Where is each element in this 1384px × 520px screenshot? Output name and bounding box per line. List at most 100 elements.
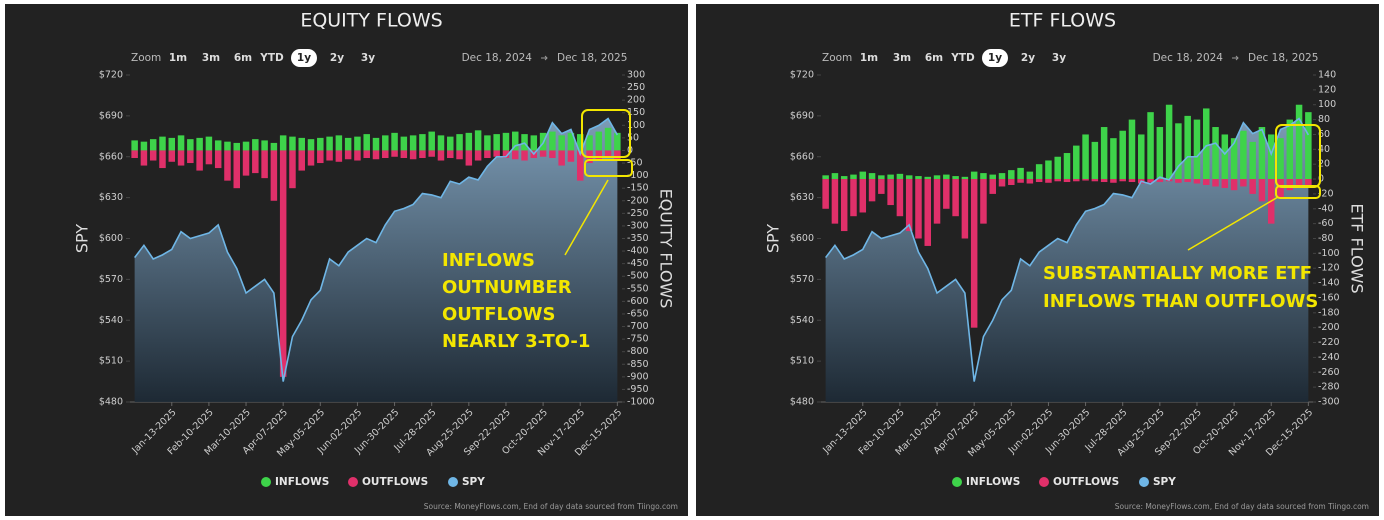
flow-bar [878, 179, 885, 194]
zoom-button[interactable]: 3y [361, 52, 375, 64]
flow-bar [1091, 141, 1099, 180]
date-end: Dec 18, 2025 [1248, 52, 1318, 64]
flow-bar [1286, 179, 1294, 191]
spy-line [134, 117, 619, 382]
flow-bar [831, 179, 839, 224]
zoom-button[interactable]: YTD [950, 52, 975, 64]
zoom-button[interactable]: 1y [988, 52, 1002, 64]
flow-bar [511, 150, 519, 160]
y-tick-label: $600 [790, 233, 814, 244]
etf-flows-panel: ETF FLOWS Zoom 1m 3m 6m YTD 1y 2y 3y Dec 18, 2024… [696, 4, 1379, 516]
flow-bar [1147, 112, 1154, 180]
flow-bar [1305, 179, 1312, 188]
y2-tick-label: 300 [627, 70, 645, 81]
flow-bar [214, 150, 222, 169]
flow-bar [952, 176, 959, 180]
zoom-button[interactable]: 3m [893, 52, 911, 64]
callout-line [1187, 196, 1279, 251]
zoom-button[interactable]: 3m [202, 52, 220, 64]
legend-label[interactable]: INFLOWS [275, 476, 329, 488]
flow-bar [233, 142, 241, 151]
flow-bar [614, 150, 621, 160]
flow-bar [1082, 179, 1089, 181]
y2-tick-label: -100 [1318, 248, 1340, 259]
flow-bar [558, 150, 565, 166]
flow-bar [604, 150, 612, 159]
legend-label[interactable]: SPY [462, 476, 485, 488]
flow-bar [1045, 160, 1052, 180]
flow-bar [344, 137, 352, 151]
zoom-button[interactable]: 1y [297, 52, 311, 64]
annotation-text: SUBSTANTIALLY MORE ETF [1043, 263, 1312, 284]
flow-bar [298, 150, 305, 171]
flow-bar [409, 135, 417, 151]
flow-bar [1035, 164, 1043, 180]
flow-bar [289, 136, 296, 151]
y2-tick-label: -300 [1318, 397, 1340, 408]
flow-bar [1193, 119, 1201, 180]
y2-tick-label: -150 [627, 183, 649, 194]
annotation-shapes [1187, 124, 1321, 251]
flow-bar [177, 135, 185, 151]
zoom-button[interactable]: 2y [330, 52, 344, 64]
flow-bar [474, 130, 482, 151]
flow-bar [326, 136, 333, 151]
flow-bar [159, 150, 166, 169]
flow-bar [177, 150, 185, 166]
flow-bar [391, 150, 398, 157]
flow-bar [989, 179, 996, 194]
y2-tick-label: -260 [1318, 367, 1340, 378]
flow-bar [205, 136, 213, 151]
date-end: Dec 18, 2025 [557, 52, 627, 64]
legend-swatch [448, 477, 458, 487]
annotation-shapes [564, 109, 633, 256]
flow-bar [1277, 179, 1284, 198]
flow-bar [1100, 179, 1108, 183]
flow-bar [1305, 112, 1312, 180]
flow-bar [400, 150, 408, 159]
flow-bar [140, 150, 148, 166]
flow-bar [850, 174, 857, 180]
flow-bar [168, 150, 176, 162]
flow-bar [428, 150, 435, 157]
flow-bar [1147, 179, 1154, 183]
zoom-button[interactable]: 2y [1021, 52, 1035, 64]
flow-bar [465, 132, 473, 151]
zoom-button[interactable]: YTD [259, 52, 284, 64]
flow-bar [1045, 179, 1052, 183]
legend-label[interactable]: INFLOWS [966, 476, 1020, 488]
y2-tick-label: -500 [627, 271, 649, 282]
flow-bar [1249, 179, 1256, 194]
flow-bar [1008, 170, 1015, 180]
flow-bar [140, 141, 148, 151]
flow-bar [896, 179, 904, 217]
flow-bar [859, 179, 867, 213]
flow-bar [391, 132, 398, 151]
zoom-button[interactable]: 6m [234, 52, 252, 64]
flow-bar [1221, 179, 1229, 188]
spy-line [825, 117, 1310, 382]
legend-swatch [1039, 477, 1049, 487]
legend-label[interactable]: OUTFLOWS [1053, 476, 1119, 488]
flow-bar [261, 150, 268, 179]
annotation-text: INFLOWS [442, 250, 535, 271]
zoom-button[interactable]: 3y [1052, 52, 1066, 64]
flow-bar [159, 136, 166, 151]
flow-bar [447, 136, 454, 151]
flow-bar [1175, 179, 1182, 183]
zoom-button[interactable]: 6m [925, 52, 943, 64]
flow-bar [493, 134, 500, 151]
legend-label[interactable]: OUTFLOWS [362, 476, 428, 488]
zoom-button[interactable]: 1m [169, 52, 187, 64]
legend-label[interactable]: SPY [1153, 476, 1176, 488]
y-tick-label: $690 [99, 110, 123, 121]
annotation-text: OUTNUMBER [442, 277, 572, 298]
flow-bar [437, 135, 445, 151]
y-tick-label: $510 [790, 356, 814, 367]
flow-bar [456, 150, 463, 160]
flow-bar [298, 137, 305, 151]
zoom-button[interactable]: 1m [860, 52, 878, 64]
flow-bar [131, 150, 138, 159]
flow-bar [1193, 179, 1201, 184]
flow-bar [1026, 179, 1034, 184]
